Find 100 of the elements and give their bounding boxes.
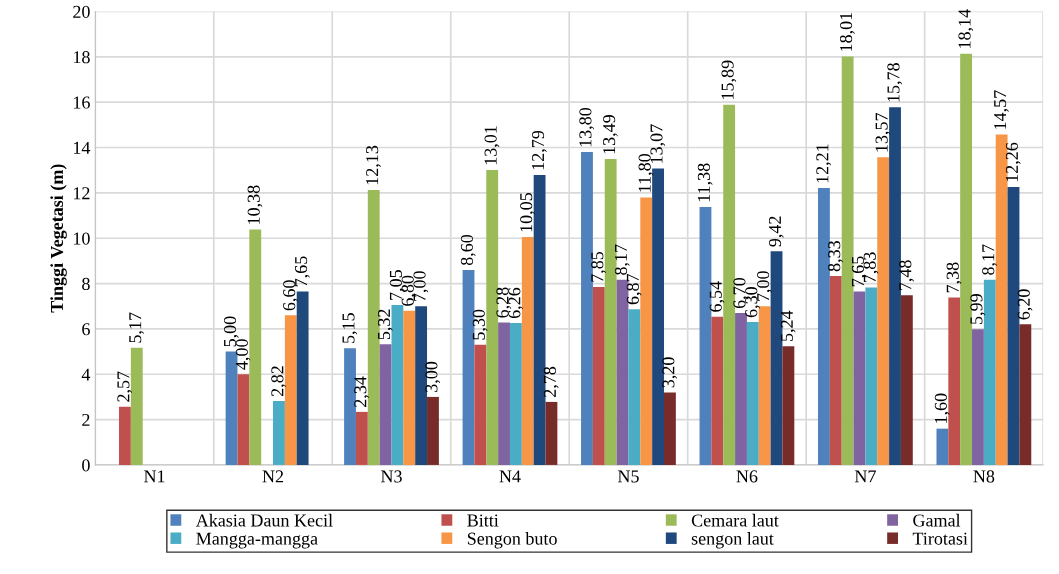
- data-label: 6,87: [626, 273, 642, 305]
- bar: [983, 279, 996, 465]
- data-label: 6,54: [709, 281, 725, 312]
- bar: [474, 344, 487, 465]
- x-tick-label: N7: [854, 470, 876, 483]
- y-tick-label: 2: [82, 413, 90, 426]
- data-label: 15,89: [721, 60, 737, 99]
- data-label: 15,78: [887, 63, 903, 102]
- bar: [782, 346, 795, 465]
- y-tick-label: 0: [82, 459, 90, 472]
- data-label: 13,49: [603, 115, 618, 154]
- bar: [640, 197, 653, 465]
- bar: [853, 291, 866, 465]
- y-tick-label: 10: [73, 232, 90, 245]
- data-label: 9,42: [768, 216, 784, 247]
- y-tick-label: 8: [82, 277, 90, 290]
- bar: [509, 323, 522, 465]
- data-label: 11,38: [697, 163, 713, 202]
- bar: [604, 159, 617, 465]
- bar: [344, 348, 356, 465]
- bar: [391, 305, 404, 465]
- bar: [663, 392, 676, 465]
- bar: [498, 322, 510, 465]
- bar: [521, 237, 534, 465]
- bar: [948, 297, 961, 465]
- data-label: 12,21: [816, 144, 832, 183]
- data-label: 13,01: [484, 126, 500, 165]
- bar: [427, 396, 439, 465]
- data-label: 5,30: [472, 309, 488, 340]
- data-label: 13,57: [875, 112, 891, 152]
- data-label: 12,26: [1005, 142, 1021, 182]
- bar: [581, 152, 593, 465]
- data-label: 2,57: [117, 371, 133, 402]
- legend-label: Mangga-mangga: [196, 532, 318, 549]
- data-label: 6,20: [1017, 289, 1033, 320]
- data-label: 8,60: [460, 234, 476, 266]
- bar: [628, 309, 641, 465]
- y-axis-title: Tinggi Vegetasi (m): [50, 164, 67, 313]
- bar: [758, 306, 771, 465]
- bar: [249, 229, 262, 465]
- legend-label: Gamal: [913, 513, 961, 527]
- legend-label: sengon laut: [691, 532, 774, 549]
- bar: [865, 287, 878, 465]
- bar: [367, 189, 380, 465]
- bar: [296, 291, 309, 465]
- bar: [119, 406, 131, 465]
- data-label: 1,60: [934, 393, 950, 423]
- y-tick-label: 18: [73, 51, 90, 64]
- data-label: 8,17: [982, 244, 997, 275]
- bar: [995, 134, 1008, 465]
- data-label: 12,79: [531, 130, 547, 170]
- x-tick-label: N8: [973, 470, 995, 483]
- y-tick-label: 6: [82, 323, 90, 336]
- bar: [711, 316, 724, 465]
- bar: [355, 411, 368, 465]
- bar: [130, 347, 143, 465]
- bar: [652, 168, 664, 465]
- bar: [900, 295, 913, 465]
- y-tick-label: 4: [81, 368, 91, 381]
- data-label: 8,33: [828, 241, 843, 272]
- bar: [746, 322, 759, 465]
- bar: [237, 374, 250, 465]
- y-tick-label: 12: [73, 187, 90, 200]
- data-label: 3,20: [662, 357, 678, 388]
- bar: [592, 286, 605, 465]
- x-tick-label: N1: [144, 470, 165, 483]
- y-tick-label: 16: [73, 96, 90, 109]
- x-tick-label: N6: [736, 470, 758, 483]
- data-label: 13,80: [579, 107, 595, 147]
- y-tick-label: 20: [73, 5, 90, 18]
- bar: [225, 351, 238, 465]
- data-label: 5,15: [342, 313, 358, 343]
- legend-label: Sengon buto: [467, 532, 557, 549]
- bar: [379, 344, 392, 465]
- legend-label: Tirotasi: [912, 532, 968, 545]
- legend-label: Akasia Daun Kecil: [195, 513, 333, 527]
- data-label: 5,32: [377, 309, 393, 340]
- bar: [273, 401, 285, 465]
- x-tick-label: N2: [262, 470, 284, 483]
- bar: [889, 107, 901, 465]
- data-label: 10,05: [520, 192, 535, 232]
- data-label: 2,34: [354, 376, 369, 407]
- data-label: 7,85: [591, 251, 606, 282]
- bar: [545, 401, 558, 465]
- x-tick-label: N5: [617, 470, 639, 483]
- bar: [829, 276, 842, 465]
- bar: [403, 310, 416, 465]
- bar: [1019, 324, 1032, 465]
- bar: [841, 56, 854, 465]
- legend-label: Cemara laut: [691, 513, 779, 527]
- bar: [735, 313, 747, 465]
- bar: [284, 315, 297, 465]
- data-label: 5,24: [780, 310, 796, 341]
- data-label: 18,14: [958, 9, 974, 48]
- data-label: 7,38: [946, 262, 962, 293]
- x-tick-label: N4: [499, 470, 521, 483]
- x-tick-label: N3: [380, 470, 402, 483]
- data-label: 3,00: [425, 361, 441, 392]
- data-label: 10,38: [247, 185, 263, 224]
- data-label: 2,82: [271, 366, 287, 397]
